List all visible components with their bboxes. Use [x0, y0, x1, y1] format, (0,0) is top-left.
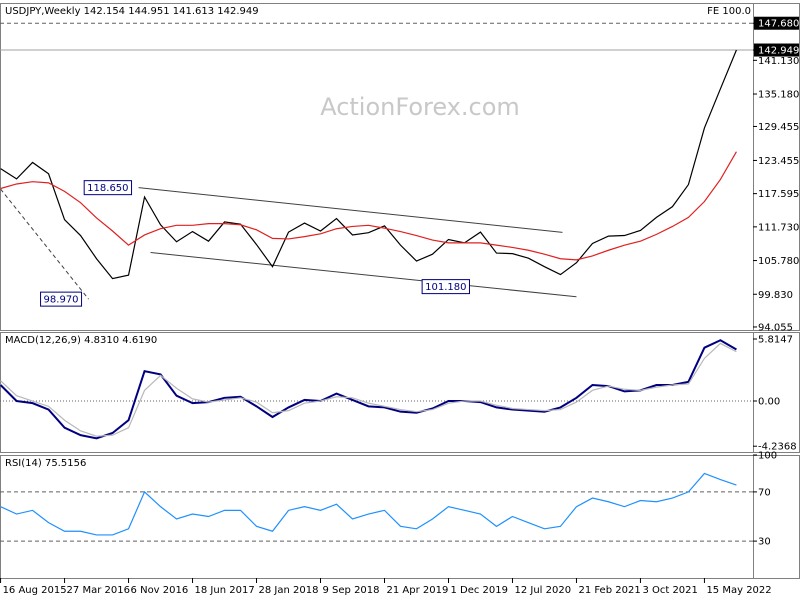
x-tick-label: 21 Apr 2019: [386, 585, 448, 596]
y-tick-label: 30: [758, 537, 771, 548]
annotation-label: 98.970: [44, 295, 79, 306]
trend-line: [138, 187, 563, 233]
annotation-label: 118.650: [87, 183, 128, 194]
x-tick-label: 12 Jul 2020: [514, 585, 571, 596]
y-tick-label: 142.949: [758, 46, 799, 57]
x-tick-label: 9 Sep 2018: [323, 585, 380, 596]
x-tick-label: 18 Jun 2017: [195, 585, 255, 596]
y-tick-label: 141.130: [758, 56, 799, 67]
panel-title: USDJPY,Weekly 142.154 144.951 141.613 14…: [5, 6, 259, 17]
x-tick-label: 3 Oct 2021: [642, 585, 697, 596]
x-tick-label: 21 Feb 2021: [578, 585, 640, 596]
y-tick-label: 94.055: [758, 322, 793, 333]
y-tick-label: 100: [758, 451, 777, 462]
panel-title: RSI(14) 75.5156: [5, 458, 86, 469]
x-tick-label: 27 Mar 2016: [67, 585, 130, 596]
y-tick-label: 5.8147: [758, 334, 793, 345]
y-tick-label: 99.830: [758, 290, 793, 301]
annotation-label: 101.180: [425, 282, 466, 293]
series-line: [0, 151, 737, 261]
price-tag: [754, 43, 799, 57]
annotation-box: [40, 291, 83, 307]
x-tick-label: 1 Dec 2019: [450, 585, 508, 596]
x-tick-label: 28 Jan 2018: [259, 585, 319, 596]
y-tick-label: -4.2368: [758, 442, 797, 453]
y-tick-label: 111.730: [758, 222, 799, 233]
y-tick-label: 123.455: [758, 156, 799, 167]
y-tick-label: 147.680: [758, 19, 799, 30]
series-line: [0, 342, 737, 437]
y-tick-label: 129.455: [758, 122, 799, 133]
price-tag: [754, 16, 799, 30]
series-line: [0, 339, 737, 440]
y-tick-label: 70: [758, 487, 771, 498]
x-tick-label: 15 May 2022: [706, 585, 771, 596]
x-tick-label: 6 Nov 2016: [131, 585, 189, 596]
y-tick-label: 0.00: [758, 397, 780, 408]
x-tick-label: 16 Aug 2015: [3, 585, 67, 596]
trend-line: [150, 252, 577, 298]
y-tick-label: 135.180: [758, 90, 799, 101]
series-line: [0, 49, 737, 280]
series-line: [0, 472, 737, 536]
y-tick-label: 105.780: [758, 256, 799, 267]
annotation-box: [83, 180, 133, 196]
panel-title: MACD(12,26,9) 4.8310 4.6190: [5, 335, 157, 346]
y-tick-label: 117.595: [758, 189, 799, 200]
corner-label: FE 100.0: [707, 6, 751, 17]
trend-line: [0, 188, 89, 300]
annotation-box: [421, 279, 470, 295]
watermark: ActionForex.com: [320, 93, 520, 121]
